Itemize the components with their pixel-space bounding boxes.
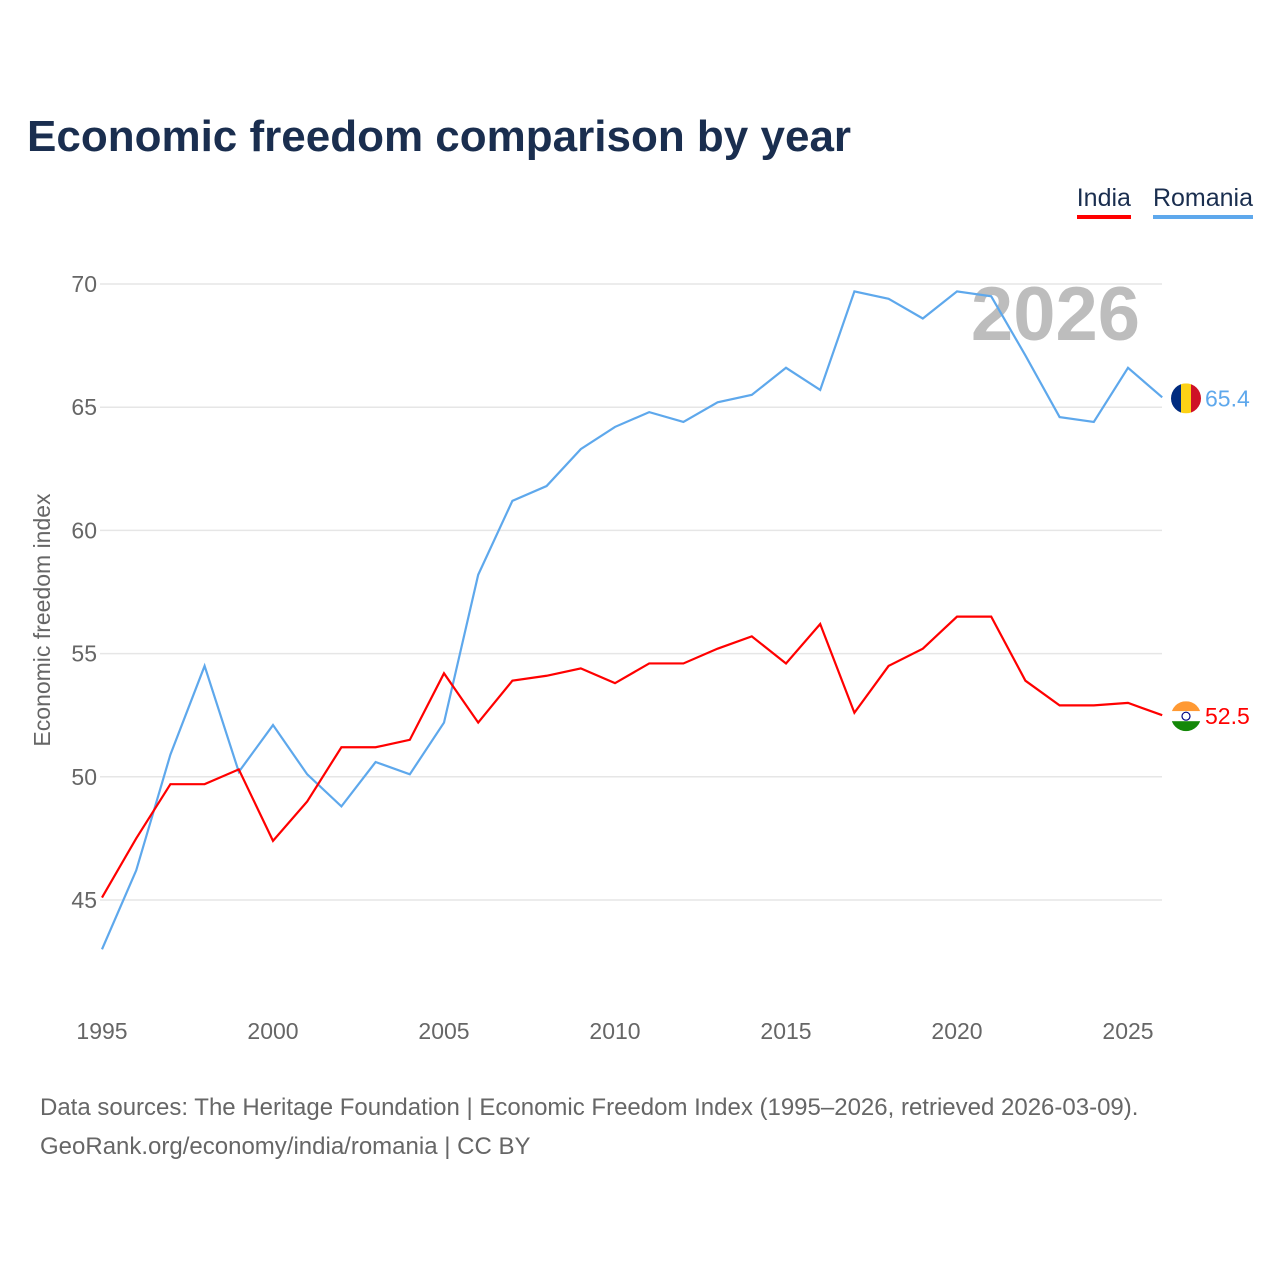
y-tick-label: 60 (71, 517, 97, 543)
source-line-2: GeoRank.org/economy/india/romania | CC B… (40, 1133, 531, 1160)
y-tick-label: 45 (71, 887, 97, 913)
flag-india-icon (1171, 701, 1201, 732)
series-line-india (101, 615, 1163, 899)
x-tick-label: 1995 (76, 1018, 127, 1044)
x-tick-label: 2000 (247, 1018, 298, 1044)
x-tick-label: 2020 (931, 1018, 982, 1044)
chart-title: Economic freedom comparison by year (27, 112, 852, 161)
x-tick-label: 2025 (1102, 1018, 1153, 1044)
y-tick-label: 55 (71, 641, 97, 667)
end-label-india: 52.5 (1205, 703, 1250, 729)
y-tick-label: 50 (71, 764, 97, 790)
year-watermark: 2026 (971, 272, 1140, 357)
legend-india[interactable]: India (1076, 184, 1131, 219)
y-axis-label: Economic freedom index (29, 493, 55, 747)
legend: India Romania (1076, 184, 1253, 219)
y-tick-label: 70 (71, 271, 97, 297)
end-label-romania: 65.4 (1205, 385, 1250, 411)
x-tick-label: 2010 (589, 1018, 640, 1044)
flag-romania-icon (1171, 383, 1201, 414)
series-line-romania (100, 290, 1163, 950)
legend-romania[interactable]: Romania (1152, 184, 1253, 219)
x-tick-label: 2005 (418, 1018, 469, 1044)
y-tick-label: 65 (71, 394, 97, 420)
x-tick-label: 2015 (760, 1018, 811, 1044)
source-line-1: Data sources: The Heritage Foundation | … (40, 1094, 1139, 1121)
source-note: Data sources: The Heritage Foundation | … (40, 1088, 1138, 1166)
